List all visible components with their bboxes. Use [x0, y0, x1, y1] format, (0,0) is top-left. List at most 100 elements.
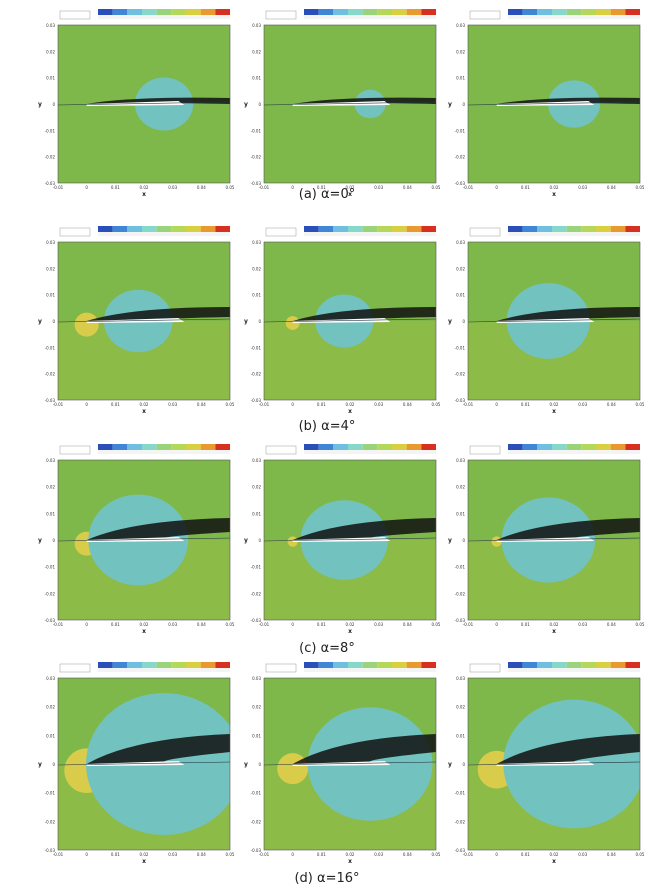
colorbar-cell	[567, 226, 582, 232]
y-tick-label: -0.03	[45, 848, 56, 853]
y-tick-label: 0	[462, 319, 465, 324]
colorbar-cell	[215, 9, 230, 15]
colorbar-cell	[567, 9, 582, 15]
x-axis-label: x	[552, 858, 556, 865]
y-axis-label: y	[244, 318, 248, 325]
colorbar-cell	[407, 9, 422, 15]
x-tick-label: 0.03	[374, 185, 383, 190]
y-tick-label: 0.03	[252, 23, 261, 28]
y-tick-label: 0.02	[252, 485, 261, 490]
y-tick-label: 0.02	[46, 266, 55, 271]
x-tick-label: 0.01	[521, 622, 530, 627]
x-tick-label: 0.01	[521, 852, 530, 857]
colorbar-cell	[508, 9, 523, 15]
legend-swatch	[266, 446, 296, 454]
colorbar-cell	[319, 444, 334, 450]
colorbar-cell	[407, 444, 422, 450]
y-tick-label: 0.01	[456, 733, 465, 738]
x-tick-label: 0.02	[550, 852, 559, 857]
colorbar-cell	[171, 9, 186, 15]
legend-swatch	[266, 228, 296, 236]
y-tick-label: 0.02	[46, 49, 55, 54]
colorbar-cell	[127, 662, 142, 668]
y-tick-label: 0.02	[252, 705, 261, 710]
y-tick-label: 0.03	[46, 23, 55, 28]
y-tick-label: -0.01	[45, 565, 56, 570]
y-tick-label: -0.02	[455, 155, 466, 160]
x-tick-label: 0.04	[403, 402, 412, 407]
x-tick-label: 0.02	[140, 622, 149, 627]
colorbar-cell	[377, 444, 392, 450]
y-tick-label: 0.03	[46, 458, 55, 463]
x-tick-label: 0.03	[578, 185, 587, 190]
x-tick-label: 0.05	[226, 402, 235, 407]
stagnation-region	[286, 316, 300, 330]
x-tick-label: 0	[291, 622, 294, 627]
colorbar-cell	[304, 9, 319, 15]
x-axis-label: x	[348, 628, 352, 635]
x-tick-label: 0.01	[317, 852, 326, 857]
x-tick-label: 0.03	[578, 402, 587, 407]
legend-swatch	[470, 11, 500, 19]
colorbar-cell	[377, 226, 392, 232]
y-tick-label: 0.01	[46, 76, 55, 81]
y-axis-label: y	[244, 537, 248, 544]
y-tick-label: 0.03	[456, 458, 465, 463]
y-tick-label: -0.01	[455, 128, 466, 133]
x-tick-label: 0.01	[317, 402, 326, 407]
x-tick-label: 0	[291, 402, 294, 407]
y-tick-label: -0.03	[455, 398, 466, 403]
y-tick-label: 0.03	[456, 240, 465, 245]
colorbar-cell	[407, 662, 422, 668]
colorbar-cell	[333, 444, 348, 450]
colorbar-cell	[127, 9, 142, 15]
colorbar-cell	[392, 9, 407, 15]
colorbar-labels	[508, 450, 640, 454]
stagnation-region	[277, 753, 308, 784]
y-tick-label: -0.03	[251, 181, 262, 186]
colorbar-labels	[98, 15, 230, 19]
colorbar-cell	[142, 226, 157, 232]
x-tick-label: 0.05	[432, 185, 441, 190]
colorbar-labels	[98, 668, 230, 672]
y-tick-label: -0.02	[45, 819, 56, 824]
panel: -0.0100.010.020.030.040.050.030.020.010-…	[244, 9, 441, 198]
x-tick-label: 0.05	[226, 622, 235, 627]
x-tick-label: 0.02	[550, 402, 559, 407]
colorbar-cell	[186, 444, 201, 450]
x-tick-label: 0.02	[346, 402, 355, 407]
colorbar-cell	[127, 226, 142, 232]
colorbar-cell	[98, 9, 113, 15]
y-tick-label: -0.02	[455, 372, 466, 377]
x-tick-label: 0.04	[197, 185, 206, 190]
colorbar-cell	[113, 444, 128, 450]
colorbar-cell	[171, 444, 186, 450]
y-tick-label: 0.01	[456, 76, 465, 81]
colorbar-cell	[421, 226, 436, 232]
colorbar-cell	[304, 226, 319, 232]
x-tick-label: 0.02	[140, 185, 149, 190]
colorbar-cell	[186, 9, 201, 15]
y-tick-label: -0.03	[455, 181, 466, 186]
colorbar-cell	[421, 662, 436, 668]
colorbar-cell	[508, 226, 523, 232]
colorbar-cell	[348, 444, 363, 450]
y-tick-label: -0.01	[455, 791, 466, 796]
panel: -0.0100.010.020.030.040.050.030.020.010-…	[448, 226, 645, 415]
colorbar-cell	[567, 662, 582, 668]
colorbar-cell	[537, 662, 552, 668]
colorbar-labels	[508, 668, 640, 672]
y-tick-label: -0.02	[251, 819, 262, 824]
x-tick-label: 0.01	[111, 185, 120, 190]
panel: -0.0100.010.020.030.040.050.030.020.010-…	[38, 444, 235, 635]
colorbar-cell	[142, 9, 157, 15]
x-tick-label: 0.03	[578, 852, 587, 857]
colorbar-cell	[596, 9, 611, 15]
x-tick-label: 0.04	[607, 402, 616, 407]
y-tick-label: 0.03	[252, 458, 261, 463]
colorbar-cell	[319, 9, 334, 15]
colorbar-cell	[567, 444, 582, 450]
colorbar-cell	[98, 662, 113, 668]
colorbar-labels	[98, 232, 230, 236]
x-tick-label: 0	[291, 852, 294, 857]
